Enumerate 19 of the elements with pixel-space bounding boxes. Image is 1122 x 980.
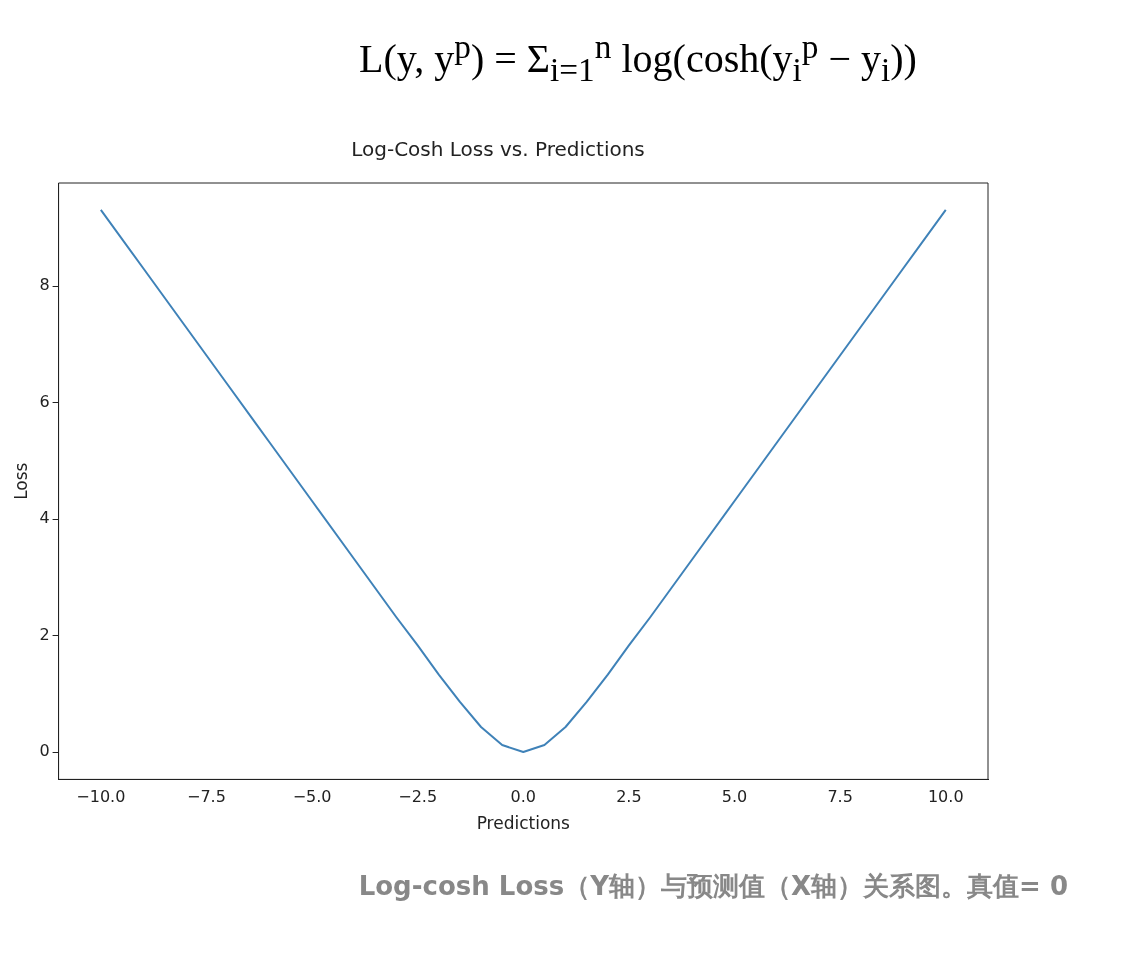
x-axis-title: Predictions	[476, 813, 571, 834]
x-tick-label: 7.5	[827, 787, 853, 807]
y-tick-label: 6	[39, 392, 50, 412]
x-tick-label: 5.0	[721, 787, 748, 807]
y-tick-label: 2	[39, 625, 50, 645]
y-axis-title: Loss	[10, 462, 31, 501]
x-tick-label: −10.0	[76, 787, 126, 807]
chart-title: Log-Cosh Loss vs. Predictions	[351, 137, 645, 162]
x-tick-label: −2.5	[398, 787, 438, 807]
x-tick-label: −5.0	[292, 787, 332, 807]
y-tick-label: 8	[39, 275, 50, 295]
y-tick-label: 4	[39, 508, 50, 528]
x-tick-label: 2.5	[616, 787, 642, 807]
text: L(y, y$^{p}$) = Σ$_{i=1}$$^{n}$ log(cosh(y$_{i}$$^{p}$ − y$_{i}$))	[359, 28, 917, 89]
x-tick-label: −7.5	[187, 787, 226, 807]
x-tick-label: 0.0	[510, 787, 537, 807]
y-tick-label: 0	[39, 741, 50, 761]
text: Log-cosh Loss（Y轴）与预测值（X轴）关系图。真值= 0	[357, 870, 1069, 904]
x-tick-label: 10.0	[927, 787, 964, 807]
